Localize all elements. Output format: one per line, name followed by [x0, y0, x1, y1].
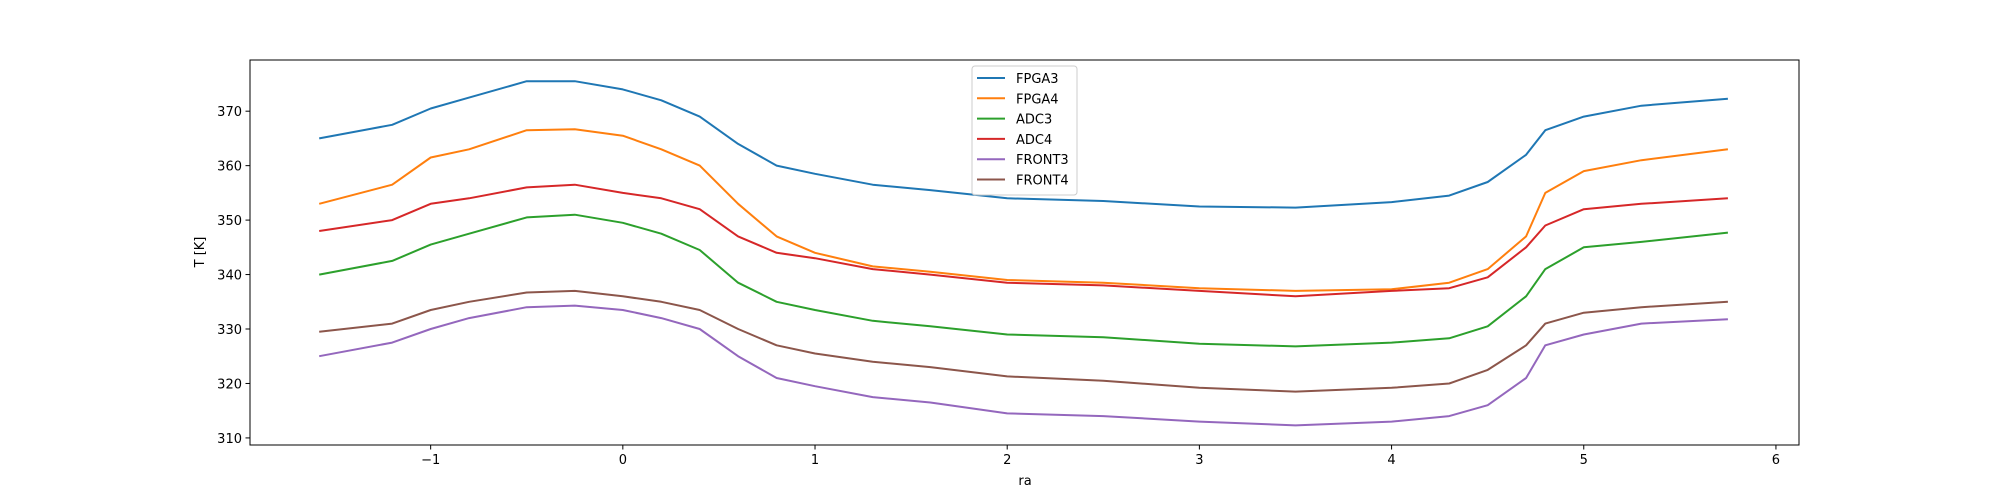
- x-tick-label: 2: [1003, 453, 1011, 468]
- x-tick-label: −1: [421, 453, 440, 468]
- legend-item-adc4: ADC4: [977, 133, 1052, 148]
- series-line-fpga4: [318, 128, 1729, 292]
- legend-item-adc3: ADC3: [977, 113, 1052, 128]
- series-line-adc4: [319, 183, 1728, 298]
- legend-label: FRONT3: [1016, 153, 1069, 168]
- series-line-front3: [319, 304, 1728, 427]
- y-tick-label: 330: [217, 323, 242, 338]
- plot-frame: [249, 59, 1800, 446]
- y-tick-label: 350: [217, 214, 242, 229]
- legend-label: FRONT4: [1016, 174, 1069, 189]
- y-axis-label: T [K]: [193, 237, 208, 269]
- x-tick-label: 4: [1387, 453, 1395, 468]
- legend-label: ADC4: [1016, 133, 1052, 148]
- series-line-front4: [319, 289, 1728, 393]
- y-tick-label: 360: [217, 160, 242, 175]
- y-axis: 310 320 330 340 350 360 370: [217, 105, 250, 447]
- legend: FPGA3 FPGA4 ADC3 ADC4 FRONT3 FRONT4: [971, 65, 1078, 196]
- x-tick-label: 6: [1772, 453, 1780, 468]
- x-tick-label: 3: [1195, 453, 1203, 468]
- y-tick-label: 340: [217, 269, 242, 284]
- series-layer: [318, 80, 1729, 427]
- series-line-fpga3: [319, 80, 1728, 209]
- y-tick-label: 310: [217, 432, 242, 447]
- legend-item-fpga4: FPGA4: [977, 92, 1059, 107]
- legend-item-front3: FRONT3: [977, 153, 1069, 168]
- y-tick-label: 370: [217, 105, 242, 120]
- legend-item-fpga3: FPGA3: [977, 72, 1059, 87]
- series-line-adc3: [319, 213, 1729, 348]
- legend-item-front4: FRONT4: [977, 174, 1069, 189]
- legend-label: FPGA4: [1016, 92, 1059, 107]
- x-axis-label: ra: [1018, 474, 1031, 489]
- legend-label: ADC3: [1016, 113, 1052, 128]
- legend-label: FPGA3: [1016, 72, 1059, 87]
- x-axis: −1 0 1 2 3 4 5 6: [421, 445, 1780, 468]
- x-tick-label: 1: [811, 453, 819, 468]
- y-tick-label: 320: [217, 377, 242, 392]
- x-tick-label: 0: [619, 453, 627, 468]
- x-tick-label: 5: [1580, 453, 1588, 468]
